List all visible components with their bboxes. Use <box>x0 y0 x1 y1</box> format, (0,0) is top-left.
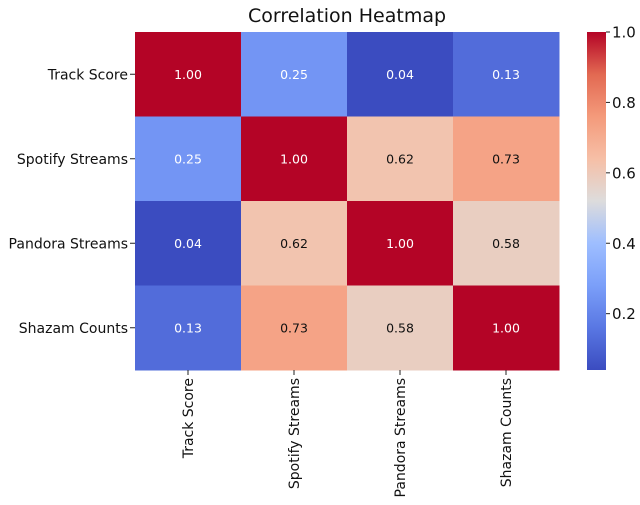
column-labels: Track Score Spotify Streams Pandora Stream… <box>181 370 515 497</box>
heatmap-cell <box>347 285 454 371</box>
heatmap-cell <box>135 116 242 202</box>
row-tick-label: Shazam Counts <box>19 321 128 337</box>
heatmap-cell <box>241 285 348 371</box>
cell-value-label: 0.25 <box>280 67 308 82</box>
colorbar-tick-label: 0.2 <box>612 305 636 323</box>
cell-value-label: 0.25 <box>174 151 202 166</box>
cell-value-label: 0.04 <box>386 67 414 82</box>
row-tick-label: Pandora Streams <box>9 236 128 252</box>
cell-value-label: 1.00 <box>492 320 520 335</box>
heatmap-cell <box>453 116 560 202</box>
heatmap-cell <box>241 201 348 286</box>
chart-title: Correlation Heatmap <box>248 5 446 27</box>
cell-value-label: 0.73 <box>492 151 520 166</box>
cell-value-label: 0.73 <box>280 320 308 335</box>
row-tick-label: Track Score <box>47 67 128 83</box>
cell-value-label: 0.58 <box>492 236 520 251</box>
colorbar-tick-label: 0.4 <box>612 235 636 253</box>
heatmap-cell <box>135 32 242 117</box>
cell-value-label: 1.00 <box>280 151 308 166</box>
cell-value-label: 0.58 <box>386 320 414 335</box>
heatmap-cell <box>347 201 454 286</box>
cell-value-label: 0.62 <box>280 236 308 251</box>
heatmap-cell <box>453 285 560 371</box>
cell-value-label: 1.00 <box>386 236 414 251</box>
heatmap-cell <box>241 32 348 117</box>
column-tick-label: Shazam Counts <box>499 378 515 487</box>
colorbar-tick-label: 0.8 <box>612 94 636 112</box>
cell-value-label: 0.13 <box>492 67 520 82</box>
colorbar-gradient <box>587 32 606 370</box>
colorbar-tick-label: 0.6 <box>612 164 636 182</box>
cell-value-label: 1.00 <box>174 67 202 82</box>
heatmap-cell <box>347 32 454 117</box>
heatmap-cell <box>241 116 348 202</box>
colorbar <box>587 32 606 370</box>
column-tick-label: Pandora Streams <box>393 378 409 497</box>
row-labels: Track Score Spotify Streams Pandora Stream… <box>9 67 135 337</box>
cell-value-label: 0.04 <box>174 236 202 251</box>
heatmap-cell <box>453 201 560 286</box>
colorbar-tick-label: 1.0 <box>612 24 636 42</box>
heatmap-cell <box>347 116 454 202</box>
cell-value-label: 0.62 <box>386 151 414 166</box>
heatmap-cell <box>135 285 242 371</box>
heatmap-cell <box>135 201 242 286</box>
colorbar-ticks: 0.2 0.4 0.6 0.8 1.0 <box>606 24 636 323</box>
column-tick-label: Spotify Streams <box>287 378 303 489</box>
heatmap-cell <box>453 32 560 117</box>
row-tick-label: Spotify Streams <box>17 152 128 168</box>
heatmap-cells: 1.00 0.25 0.04 0.13 0.25 1.00 0.62 0.73 0.04 0.62… <box>135 32 560 371</box>
column-tick-label: Track Score <box>181 378 197 459</box>
cell-value-label: 0.13 <box>174 320 202 335</box>
